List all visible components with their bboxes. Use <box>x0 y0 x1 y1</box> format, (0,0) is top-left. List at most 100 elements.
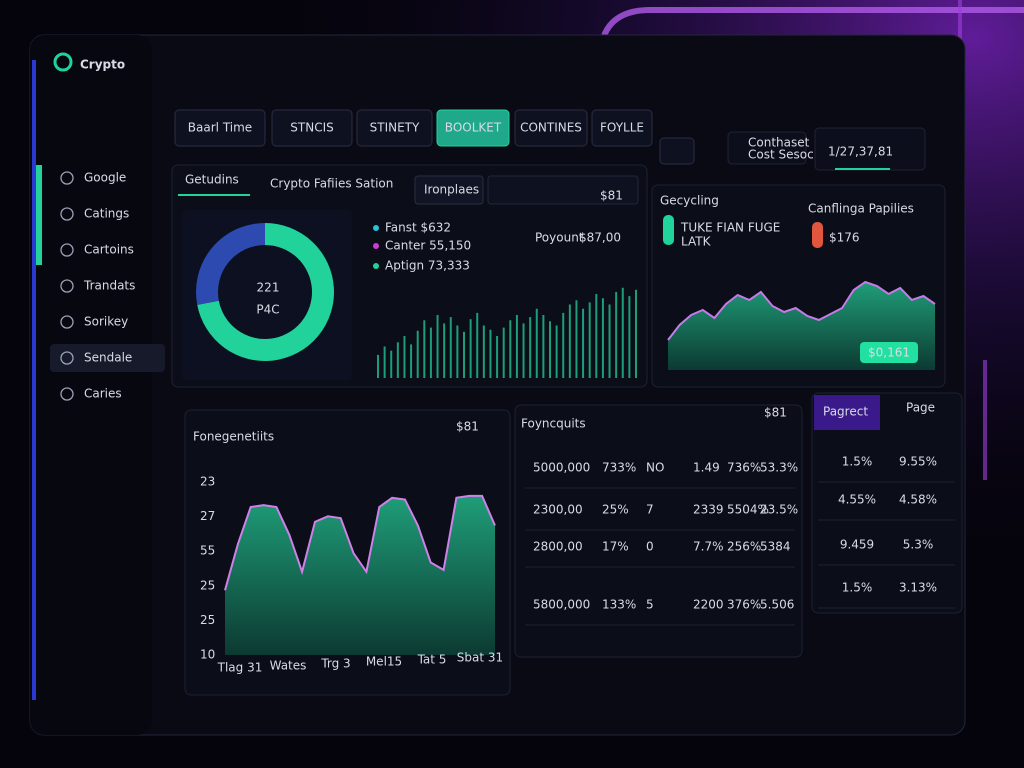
table-cell: 17% <box>602 540 629 554</box>
table-cell: 5800,000 <box>533 598 590 612</box>
table-cell: 3.13% <box>899 581 937 595</box>
y-tick-label: 27 <box>200 509 215 523</box>
legend-entry: Fanst $632 <box>385 221 451 235</box>
nav-item[interactable]: Caries <box>84 387 122 401</box>
brand: Crypto <box>80 58 125 72</box>
panel-title: Gecycling <box>660 194 719 208</box>
donut-sub: P4C <box>256 303 279 317</box>
dropdown[interactable]: $81 <box>764 406 787 420</box>
table-cell: 1.49 <box>693 461 720 475</box>
payout-label: Poyount <box>535 231 584 245</box>
toolbar-dropdown[interactable] <box>659 137 695 165</box>
table-cell: 733% <box>602 461 636 475</box>
x-tick-label: Mel15 <box>366 655 402 669</box>
nav-item[interactable]: Trandats <box>83 279 135 293</box>
table-cell: 2339 <box>693 503 724 517</box>
y-tick-label: 25 <box>200 578 215 592</box>
toolbar-tab-label[interactable]: STNCIS <box>290 121 333 135</box>
legend-dot <box>373 263 379 269</box>
table-cell: 5384 <box>760 540 791 554</box>
tab[interactable]: Crypto Fafiies Sation <box>270 177 393 191</box>
table-cell: 4.58% <box>899 493 937 507</box>
toolbar-tab-label[interactable]: Baarl Time <box>188 121 252 135</box>
table-cell: 53.3% <box>760 461 798 475</box>
nav-icon <box>60 243 74 257</box>
dropdown-box[interactable] <box>487 175 639 205</box>
table-cell: 5.3% <box>903 538 934 552</box>
table-cell: 2300,00 <box>533 503 583 517</box>
y-tick-label: 10 <box>200 648 215 662</box>
y-tick-label: 23 <box>200 475 215 489</box>
portfolio-value: 1/27,37,81 <box>828 145 893 159</box>
tab[interactable]: Pagrect <box>823 405 868 419</box>
tab[interactable]: Ironplaes <box>424 183 479 197</box>
side-panel <box>811 392 963 614</box>
toolbar-tab[interactable] <box>436 109 510 147</box>
ticker-label: Conthaset <box>748 136 810 150</box>
legend-dot <box>373 225 379 231</box>
toolbar-tab-label[interactable]: BOOLKET <box>445 121 502 135</box>
table-cell: 133% <box>602 598 636 612</box>
dropdown[interactable]: $81 <box>600 189 623 203</box>
table-cell: 1.5% <box>842 581 873 595</box>
toolbar-tab[interactable] <box>514 109 588 147</box>
x-tick-label: Tlag 31 <box>217 661 263 675</box>
toolbar-tab[interactable] <box>174 109 266 147</box>
card-indicator <box>812 222 823 248</box>
table-panel <box>514 404 803 658</box>
tab-underline <box>178 194 250 196</box>
nav-item[interactable]: Cartoins <box>84 243 134 257</box>
panel-title: Foyncquits <box>521 417 586 431</box>
payout-value: $87,00 <box>579 231 621 245</box>
table-cell: NO <box>646 461 664 475</box>
card-value: $176 <box>829 231 860 245</box>
card-name: TUKE FIAN FUGE <box>680 221 780 235</box>
sidebar-accent <box>36 165 42 265</box>
table-cell: 25% <box>602 503 629 517</box>
donut-segment <box>196 223 266 305</box>
legend-dot <box>373 243 379 249</box>
badge[interactable] <box>860 342 918 363</box>
table-cell: 9.55% <box>899 455 937 469</box>
sidebar-edge <box>32 60 36 700</box>
nav-icon <box>60 387 74 401</box>
table-cell: 376% <box>727 598 761 612</box>
nav-icon <box>60 351 74 365</box>
y-tick-label: 25 <box>200 613 215 627</box>
table-cell: 2200 <box>693 598 724 612</box>
table-cell: 0 <box>646 540 654 554</box>
table-cell: 4.55% <box>838 493 876 507</box>
toolbar-tab-label[interactable]: STINETY <box>370 121 420 135</box>
table-cell: 5.506 <box>760 598 794 612</box>
nav-item[interactable]: Sendale <box>84 351 132 365</box>
toolbar-tab-label[interactable]: FOYLLE <box>600 121 644 135</box>
donut-segment <box>197 223 334 361</box>
tab[interactable]: Page <box>906 401 935 415</box>
nav-icon <box>60 315 74 329</box>
toolbar-tab[interactable] <box>591 109 653 147</box>
x-tick-label: Wates <box>270 659 307 673</box>
tab[interactable]: Getudins <box>185 173 239 187</box>
toolbar-tab-label[interactable]: CONTINES <box>520 121 582 135</box>
brand-logo <box>53 52 73 72</box>
nav-item[interactable]: Catings <box>84 207 129 221</box>
ticker-sub: Cost Sesocion <box>748 148 832 162</box>
nav-item[interactable]: Google <box>84 171 126 185</box>
badge-text: $0,161 <box>868 346 910 360</box>
area-line <box>667 280 936 341</box>
dropdown[interactable]: $81 <box>456 420 479 434</box>
table-cell: 9.459 <box>840 538 874 552</box>
toolbar-tab[interactable] <box>356 109 433 147</box>
nav-icon <box>60 279 74 293</box>
x-tick-label: Trg 3 <box>320 657 350 671</box>
toolbar-tab[interactable] <box>271 109 353 147</box>
table-cell: 1.5% <box>842 455 873 469</box>
card-indicator <box>663 215 674 245</box>
nav-item[interactable]: Sorikey <box>84 315 128 329</box>
tab-box <box>414 175 484 205</box>
ticker-box <box>727 131 807 165</box>
x-tick-label: Sbat 31 <box>457 651 503 665</box>
table-cell: 5000,000 <box>533 461 590 475</box>
value-underline <box>835 168 890 170</box>
